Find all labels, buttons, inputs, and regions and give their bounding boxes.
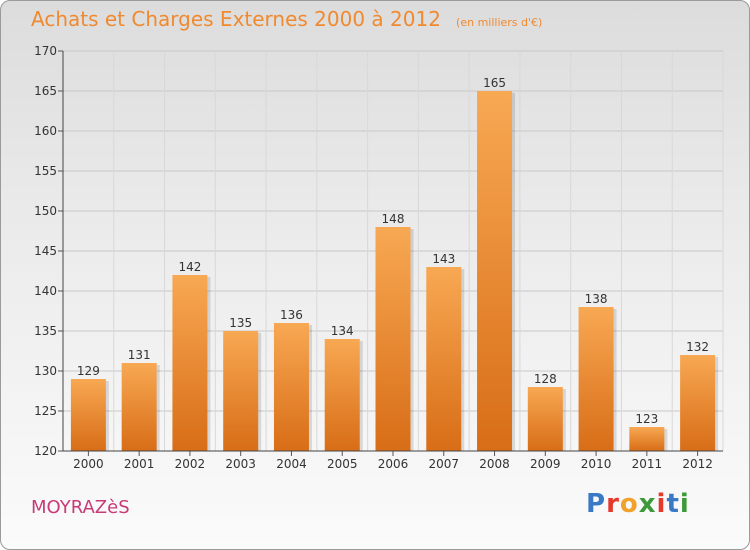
unit-note: (en milliers d'€) (456, 16, 543, 29)
bar (375, 227, 411, 451)
data-label: 123 (635, 412, 658, 426)
brand-logo: Proxiti (586, 489, 690, 519)
bar (70, 379, 106, 451)
bar (324, 339, 360, 451)
y-tick-label: 165 (34, 84, 57, 98)
data-label: 135 (229, 316, 252, 330)
y-tick-label: 145 (34, 244, 57, 258)
bar (223, 331, 259, 451)
x-tick-label: 2003 (225, 457, 256, 471)
data-label: 142 (178, 260, 201, 274)
bar (477, 91, 513, 451)
bar (629, 427, 665, 451)
data-label: 131 (128, 348, 151, 362)
x-tick-label: 2002 (175, 457, 206, 471)
data-label: 138 (585, 292, 608, 306)
data-label: 129 (77, 364, 100, 378)
brand-letter: i (679, 489, 690, 519)
chart-title: Achats et Charges Externes 2000 à 2012 (31, 7, 441, 31)
bar (273, 323, 309, 451)
bar (527, 387, 563, 451)
x-tick-label: 2011 (632, 457, 663, 471)
x-tick-label: 2000 (73, 457, 104, 471)
y-tick-label: 160 (34, 124, 57, 138)
y-tick-label: 140 (34, 284, 57, 298)
data-label: 128 (534, 372, 557, 386)
bar (172, 275, 208, 451)
data-label: 143 (432, 252, 455, 266)
x-tick-label: 2007 (428, 457, 459, 471)
bar (578, 307, 614, 451)
x-tick-label: 2001 (124, 457, 155, 471)
labels: 120 125 130 135 140 145 150 155 160 165 170 129 2000… (34, 44, 713, 471)
y-tick-label: 130 (34, 364, 57, 378)
place-name: MOYRAZèS (31, 497, 130, 518)
data-label: 136 (280, 308, 303, 322)
data-label: 165 (483, 76, 506, 90)
brand-letter: P (586, 489, 607, 519)
brand-letter: o (619, 489, 639, 519)
axes (58, 50, 723, 456)
brand-letter: r (606, 489, 620, 519)
bars (70, 91, 719, 451)
x-tick-label: 2010 (581, 457, 612, 471)
bar (121, 363, 157, 451)
brand-letter: i (656, 489, 667, 519)
x-tick-label: 2005 (327, 457, 358, 471)
x-tick-label: 2012 (682, 457, 713, 471)
brand-letter: x (638, 489, 657, 519)
x-tick-label: 2006 (378, 457, 409, 471)
data-label: 134 (331, 324, 354, 338)
y-tick-label: 150 (34, 204, 57, 218)
y-tick-label: 135 (34, 324, 57, 338)
y-tick-label: 120 (34, 444, 57, 458)
x-tick-label: 2009 (530, 457, 561, 471)
x-tick-label: 2008 (479, 457, 510, 471)
y-tick-label: 155 (34, 164, 57, 178)
title-row: Achats et Charges Externes 2000 à 2012 (… (31, 7, 542, 31)
data-label: 148 (382, 212, 405, 226)
bar (680, 355, 716, 451)
data-label: 132 (686, 340, 709, 354)
brand-letter: t (666, 489, 680, 519)
y-tick-label: 125 (34, 404, 57, 418)
x-tick-label: 2004 (276, 457, 307, 471)
y-tick-label: 170 (34, 44, 57, 58)
bar (426, 267, 462, 451)
